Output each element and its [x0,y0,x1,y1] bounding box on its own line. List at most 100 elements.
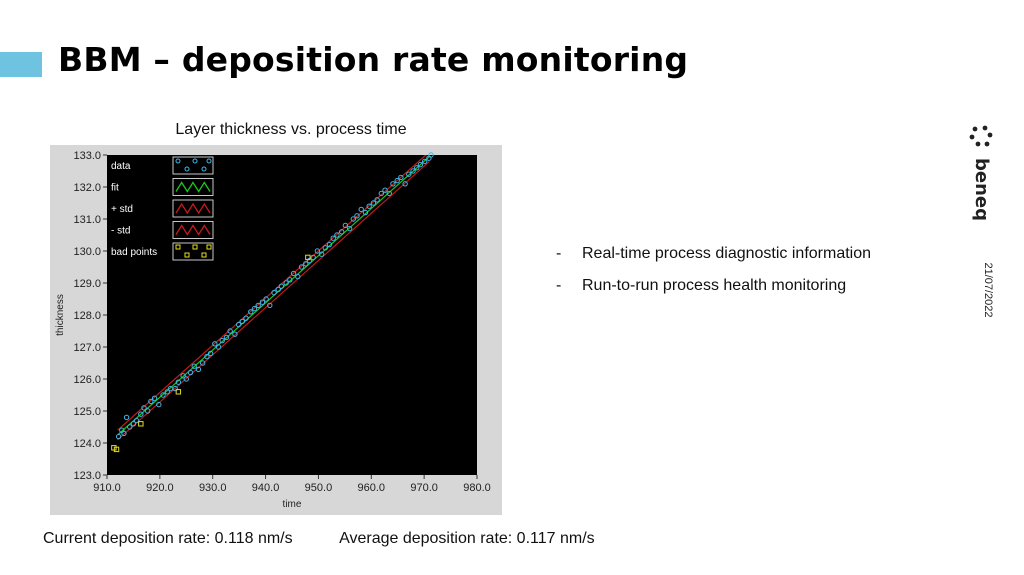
legend-label: bad points [111,247,157,258]
plot-area [107,155,477,475]
bad-point [138,421,144,427]
data-point [382,187,388,193]
y-tick-label: 125.0 [73,406,101,418]
data-point [212,341,218,347]
legend-label: fit [111,183,119,194]
data-point [275,286,281,293]
data-point [215,344,222,350]
y-tick-label: 124.0 [73,438,101,450]
data-point [175,379,182,385]
y-tick-label: 129.0 [73,278,101,290]
legend-marker-icon [206,158,212,164]
data-point [390,181,396,187]
data-point [130,421,137,427]
legend-swatch [172,242,214,261]
data-point [123,414,130,421]
data-point [350,216,357,222]
series-line-std [117,160,430,441]
legend-marker-icon [192,244,198,250]
legend-label: data [111,161,131,172]
average-deposition-rate: Average deposition rate: 0.117 nm/s [339,530,595,547]
y-tick-label: 130.0 [73,246,101,258]
data-point [322,245,328,251]
title-accent-bar [0,52,42,77]
data-point [310,254,316,261]
x-tick-label: 910.0 [93,482,121,494]
x-tick-label: 960.0 [358,482,386,494]
bullet-item: - Run-to-run process health monitoring [556,277,871,309]
data-point [251,305,258,312]
data-point [354,213,360,219]
legend-marker-icon [175,244,181,250]
x-axis-label: time [283,499,302,510]
series-line-fit [117,156,430,436]
data-point [255,302,261,309]
data-point [370,200,377,206]
legend-marker-icon [206,244,212,250]
data-point [121,430,127,437]
x-tick-label: 940.0 [252,482,280,494]
data-point [303,261,309,267]
data-point [410,168,416,174]
data-point [358,206,364,213]
slide-title: BBM – deposition rate monitoring [58,40,689,79]
x-tick-label: 930.0 [199,482,227,494]
data-point [141,405,147,411]
data-point [334,232,340,238]
data-point [115,433,122,440]
slide-date: 21/07/2022 [982,262,994,318]
legend-line-icon [175,181,211,193]
data-point [239,318,246,325]
data-point [374,197,380,203]
logo-wordmark: beneq [971,158,992,221]
bad-point [305,254,311,261]
legend-marker-icon [201,252,207,258]
data-point [330,235,336,241]
data-point [235,321,242,328]
y-tick-label: 132.0 [73,182,101,194]
series-line-std [117,155,427,431]
data-point [428,152,434,158]
beneq-logo: beneq [969,125,993,221]
data-point [187,369,194,376]
data-point [263,296,269,302]
y-tick-label: 126.0 [73,374,101,386]
data-point [402,181,408,187]
data-point [318,251,325,257]
data-point [204,353,210,360]
data-point [326,241,333,248]
data-point [207,350,214,357]
data-point [386,190,392,197]
chart-title: Layer thickness vs. process time [175,121,407,138]
data-point [362,209,369,216]
data-point [151,395,158,401]
legend-label: + std [111,204,133,215]
legend-label: - std [111,226,130,237]
y-tick-label: 131.0 [73,214,101,226]
y-tick-label: 133.0 [73,150,101,162]
data-point [199,360,206,366]
data-point [248,309,254,315]
data-point [346,225,353,232]
data-point [295,273,301,280]
data-point [417,161,424,168]
bad-point [113,446,120,453]
data-point [287,277,293,283]
legend-line-icon [175,224,211,236]
x-tick-label: 920.0 [146,482,174,494]
data-point [191,363,197,369]
y-axis-label: thickness [55,294,66,336]
data-point [314,248,321,254]
data-point [148,398,154,405]
data-point [283,280,289,286]
bullet-text: Real-time process diagnostic information [582,245,872,262]
bullet-marker: - [556,245,562,262]
legend-marker-icon [184,252,190,258]
data-point [259,299,266,305]
data-point [306,257,313,264]
bullet-marker: - [556,277,562,294]
data-point [378,190,385,197]
logo-mark-icon [969,125,993,147]
deposition-rate-stats: Current deposition rate: 0.118 nm/s Aver… [43,530,595,548]
legend-marker-icon [184,166,190,172]
